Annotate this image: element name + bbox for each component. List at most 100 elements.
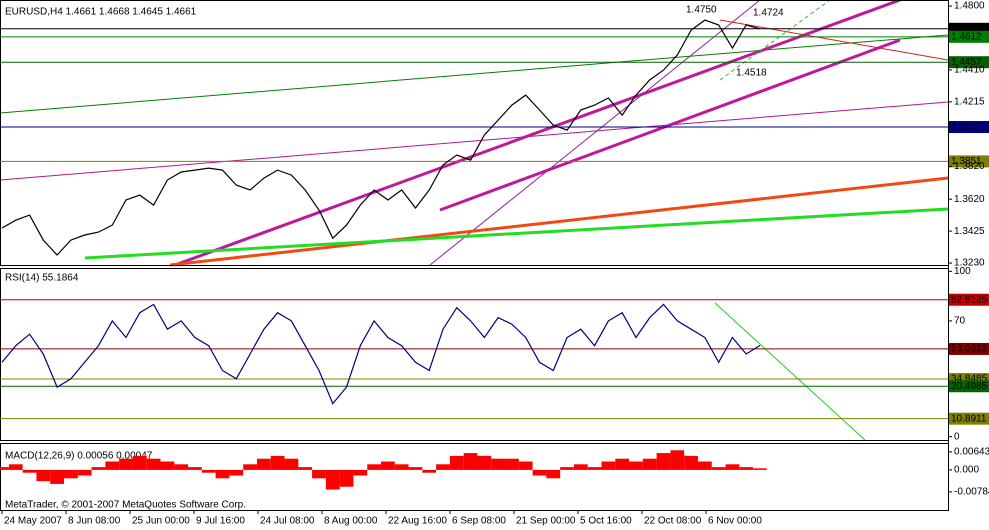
time-label: 21 Sep 00:00 xyxy=(516,516,576,527)
time-label: 22 Aug 16:00 xyxy=(388,516,447,527)
level-label-box xyxy=(949,155,989,168)
rsi-header: RSI(14) 55.1864 xyxy=(5,273,79,284)
histogram-bar xyxy=(560,467,574,470)
histogram-bar xyxy=(50,469,65,484)
histogram-bar xyxy=(256,458,271,470)
time-label: 6 Nov 00:00 xyxy=(708,516,762,527)
time-label: 9 Jul 16:00 xyxy=(196,516,245,527)
trend-line xyxy=(719,19,949,61)
histogram-bar xyxy=(711,467,726,470)
histogram-bar xyxy=(408,467,423,470)
histogram-bar xyxy=(505,458,519,470)
histogram-bar xyxy=(422,469,437,473)
time-label: 8 Jun 08:00 xyxy=(68,516,121,527)
level-label: 1.4061 xyxy=(951,122,982,133)
y-tick-label: 1.4800 xyxy=(954,1,985,12)
histogram-bar xyxy=(8,464,23,470)
histogram-bar xyxy=(325,469,340,490)
histogram-bar xyxy=(270,455,285,470)
time-label: 6 Sep 08:00 xyxy=(452,516,506,527)
histogram-bar xyxy=(381,461,395,470)
level-label: 30.4985 xyxy=(951,381,988,392)
trend-line xyxy=(84,207,949,260)
histogram-bar xyxy=(77,469,92,476)
level-label: 1.4612 xyxy=(951,31,982,42)
histogram-bar xyxy=(518,461,533,470)
histogram-bar xyxy=(642,458,657,470)
y-tick-label: 0.00643 xyxy=(954,447,989,458)
y-tick-label: 100 xyxy=(954,266,971,277)
histogram-bar xyxy=(284,458,299,470)
price-annotation: 1.4750 xyxy=(686,5,717,16)
level-label-box xyxy=(949,342,989,355)
time-label: 8 Aug 00:00 xyxy=(324,516,378,527)
histogram-bar xyxy=(339,469,354,487)
time-label: 22 Oct 08:00 xyxy=(644,516,702,527)
level-label-box xyxy=(949,30,989,43)
histogram-bar xyxy=(753,468,767,470)
histogram-bar xyxy=(601,461,616,470)
histogram-bar xyxy=(532,469,547,476)
trend-line xyxy=(719,0,831,81)
histogram-bar xyxy=(36,469,51,482)
time-label: 24 Jul 08:00 xyxy=(260,516,315,527)
macd-header: MACD(12,26,9) 0.00056 0.00047 xyxy=(5,451,153,462)
level-label-box xyxy=(949,412,989,425)
histogram-bar xyxy=(670,450,685,470)
histogram-bar xyxy=(201,469,216,473)
histogram-bar xyxy=(615,458,630,470)
trend-line xyxy=(0,101,949,181)
channel-upper xyxy=(174,0,901,267)
histogram-bar xyxy=(353,469,368,476)
histogram-bar xyxy=(188,467,202,470)
histogram-bar xyxy=(587,467,602,470)
series-line xyxy=(1,19,761,256)
histogram-bar xyxy=(174,464,189,470)
histogram-bar xyxy=(684,455,698,470)
level-label-box xyxy=(949,293,989,306)
histogram-bar xyxy=(463,453,478,470)
y-tick-label: 1.3230 xyxy=(954,258,985,269)
histogram-bar xyxy=(697,461,712,470)
histogram-bar xyxy=(215,469,230,479)
histogram-bar xyxy=(229,469,244,476)
trend-line xyxy=(429,0,761,266)
level-label: 1.4457 xyxy=(951,57,982,68)
trend-lines xyxy=(0,0,949,441)
histogram-bar xyxy=(298,467,313,470)
y-tick-label: 0.000 xyxy=(954,465,979,476)
y-tick-label: 70 xyxy=(954,316,966,327)
histogram-bar xyxy=(132,455,147,470)
histogram-bar xyxy=(119,458,133,470)
histogram-bar xyxy=(449,455,464,470)
histogram-bar xyxy=(91,467,106,470)
channel-lower xyxy=(439,38,901,212)
price-annotation: 1.4724 xyxy=(753,8,784,19)
series-line xyxy=(1,303,761,405)
histogram-bar xyxy=(146,458,161,470)
histogram-bar xyxy=(367,464,381,470)
y-tick-label: 1.4410 xyxy=(954,65,985,76)
y-tick-label: 1.3620 xyxy=(954,194,985,205)
histogram-bar xyxy=(629,461,643,470)
time-label: 5 Oct 16:00 xyxy=(580,516,632,527)
level-label: 34.8485 xyxy=(951,374,988,385)
histogram-bar xyxy=(22,469,37,473)
level-label-box xyxy=(949,121,989,134)
level-label: 1.3851 xyxy=(951,156,982,167)
time-label: 25 Jun 00:00 xyxy=(132,516,190,527)
y-tick-label: -0.00784 xyxy=(954,487,989,498)
level-label: 53.0612 xyxy=(951,344,988,355)
histogram-bar xyxy=(656,453,671,470)
histogram-bar xyxy=(0,467,9,470)
histogram-bar xyxy=(312,469,326,479)
level-label: 1.4661 xyxy=(951,23,982,34)
price-annotation: 1.4518 xyxy=(736,68,767,79)
histogram-bar xyxy=(725,464,740,470)
symbol-header: EURUSD,H4 1.4661 1.4668 1.4645 1.4661 xyxy=(5,7,197,18)
y-tick-label: 0 xyxy=(954,431,960,442)
level-label-box xyxy=(949,56,989,69)
y-tick-label: 1.4215 xyxy=(954,96,985,107)
histogram-bar xyxy=(64,469,78,479)
histogram-bar xyxy=(739,467,754,470)
